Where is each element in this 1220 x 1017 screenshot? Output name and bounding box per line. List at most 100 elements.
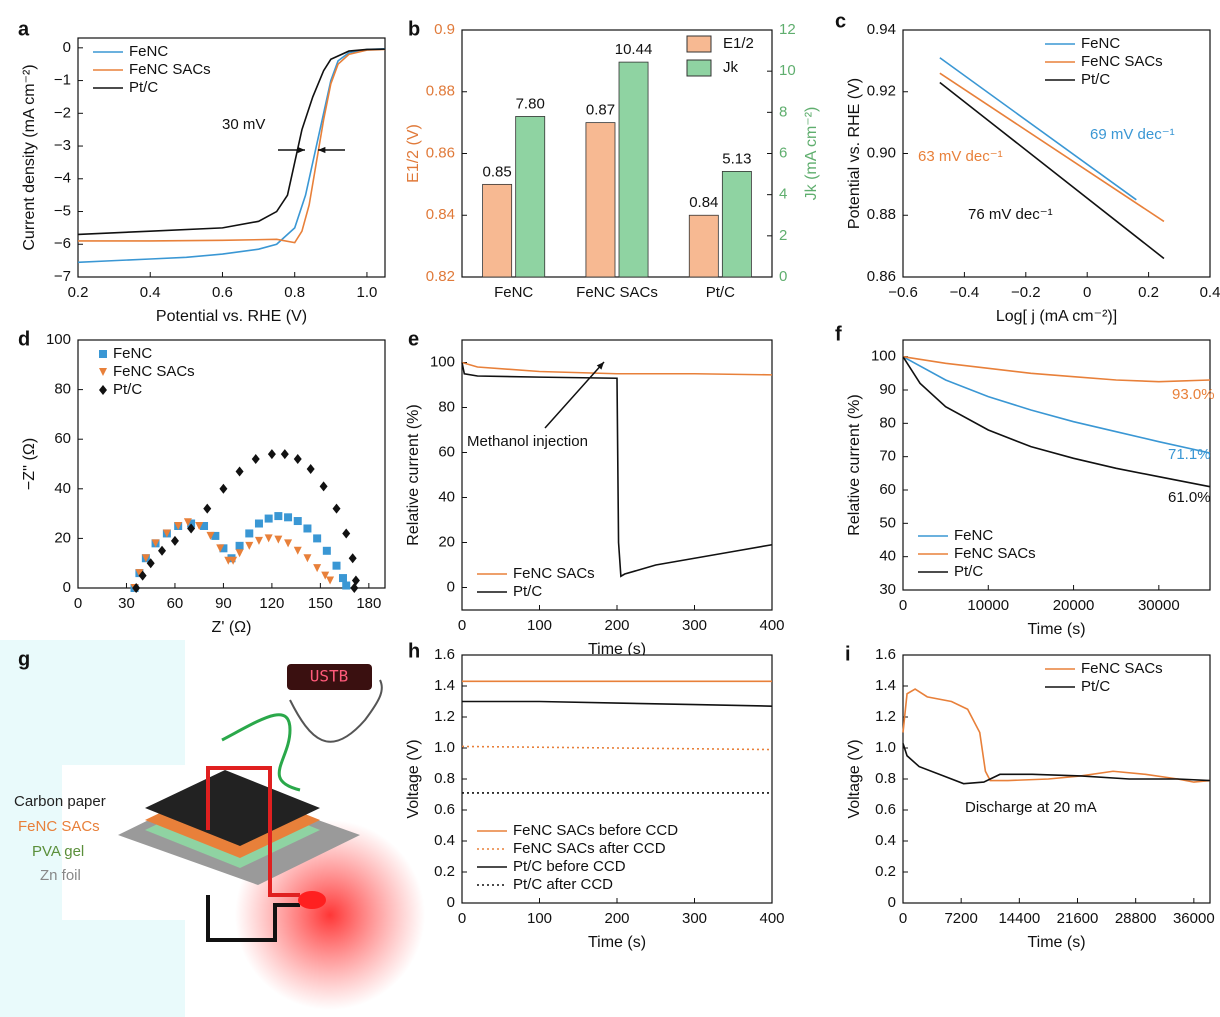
- point: [303, 524, 311, 532]
- x-axis-label: Time (s): [1027, 621, 1085, 638]
- panel-label: d: [18, 328, 30, 350]
- value-label: 7.80: [516, 95, 545, 112]
- y-tick-label: 1.4: [875, 677, 896, 694]
- y-tick-label: 1.6: [875, 646, 896, 663]
- y2-tick-label: 2: [779, 227, 787, 244]
- y-tick-label: −2: [54, 104, 71, 121]
- value-label: 0.87: [586, 102, 615, 119]
- x-tick-label: 0.2: [68, 284, 89, 301]
- point: [274, 512, 282, 520]
- layer-label: PVA gel: [32, 843, 84, 860]
- panel-label: b: [408, 18, 420, 40]
- y-tick-label: 1.6: [434, 646, 455, 663]
- y2-axis-label: Jk (mA cm⁻²): [803, 107, 820, 201]
- y-tick-label: 0.2: [875, 863, 896, 880]
- x-tick-label: 60: [167, 595, 184, 612]
- legend-label: FeNC SACs: [513, 565, 595, 582]
- y-axis-label: Current density (mA cm⁻²): [21, 64, 38, 250]
- y2-tick-label: 6: [779, 144, 787, 161]
- x-tick-label: 0.6: [212, 284, 233, 301]
- legend-label: FeNC: [1081, 35, 1120, 52]
- legend-label: FeNC: [129, 43, 168, 60]
- y2-tick-label: 0: [779, 268, 787, 285]
- point: [333, 562, 341, 570]
- y-tick-label: 0.4: [434, 832, 455, 849]
- x-tick-label: 36000: [1173, 910, 1215, 927]
- y-tick-label: 0.94: [867, 21, 896, 38]
- legend-label: FeNC SACs: [129, 61, 211, 78]
- point: [313, 534, 321, 542]
- x-tick-label: 14400: [998, 910, 1040, 927]
- y-tick-label: 60: [54, 430, 71, 447]
- y-tick-label: 0: [888, 894, 896, 911]
- x-tick-label: 400: [759, 617, 784, 634]
- y-axis-label: Potential vs. RHE (V): [846, 78, 863, 229]
- y-tick-label: 1.2: [434, 708, 455, 725]
- x-axis-label: Log[ j (mA cm⁻²)]: [996, 308, 1117, 325]
- y-tick-label: −4: [54, 170, 71, 187]
- sign-text: USTB: [310, 667, 349, 686]
- annotation: Discharge at 20 mA: [965, 799, 1097, 816]
- legend-label: Pt/C: [113, 381, 142, 398]
- y-tick-label: 0.92: [867, 83, 896, 100]
- value-label: 0.85: [483, 163, 512, 180]
- x-tick-label: 21600: [1057, 910, 1099, 927]
- legend-label: Pt/C: [129, 79, 158, 96]
- x-tick-label: 0: [899, 597, 907, 614]
- legend-swatch: [687, 60, 711, 76]
- annotation: 76 mV dec⁻¹: [968, 206, 1053, 223]
- y-tick-label: 1.2: [875, 708, 896, 725]
- x-axis-label: Potential vs. RHE (V): [156, 308, 307, 325]
- x-tick-label: −0.4: [950, 284, 980, 301]
- y-tick-label: 70: [879, 448, 896, 465]
- legend-label: FeNC SACs: [1081, 53, 1163, 70]
- point: [255, 520, 263, 528]
- bar: [689, 215, 718, 277]
- y-tick-label: 0.82: [426, 268, 455, 285]
- figure: USTB Carbon paper FeNC SACs PVA gel Zn f…: [0, 0, 1220, 1017]
- x-tick-label: 30: [118, 595, 135, 612]
- y-tick-label: 0.86: [867, 268, 896, 285]
- x-tick-label: FeNC: [494, 284, 533, 301]
- x-tick-label: 90: [215, 595, 232, 612]
- y-tick-label: 1.0: [434, 739, 455, 756]
- point: [294, 517, 302, 525]
- legend-label: FeNC SACs before CCD: [513, 822, 678, 839]
- y-tick-label: 1.4: [434, 677, 455, 694]
- x-tick-label: 28800: [1115, 910, 1157, 927]
- x-tick-label: 20000: [1053, 597, 1095, 614]
- y-tick-label: 0.8: [875, 770, 896, 787]
- annotation: 93.0%: [1172, 386, 1215, 403]
- y-tick-label: −5: [54, 202, 71, 219]
- y-axis-label: Voltage (V): [846, 739, 863, 818]
- y-tick-label: 60: [438, 443, 455, 460]
- y-tick-label: 100: [430, 353, 455, 370]
- x-tick-label: 300: [682, 617, 707, 634]
- point: [245, 529, 253, 537]
- value-label: 5.13: [722, 150, 751, 167]
- x-tick-label: 0.2: [1138, 284, 1159, 301]
- panel-label: h: [408, 640, 420, 662]
- y2-tick-label: 12: [779, 21, 796, 38]
- value-label: 10.44: [615, 41, 653, 58]
- legend-label: Pt/C after CCD: [513, 876, 613, 893]
- y-tick-label: 0: [63, 39, 71, 56]
- legend-label: FeNC SACs: [113, 363, 195, 380]
- annotation: 63 mV dec⁻¹: [918, 148, 1003, 165]
- y-tick-label: 100: [46, 331, 71, 348]
- x-tick-label: 100: [527, 910, 552, 927]
- y-tick-label: 40: [879, 548, 896, 565]
- legend-label: FeNC: [954, 527, 993, 544]
- y-tick-label: 40: [54, 480, 71, 497]
- y-tick-label: −1: [54, 72, 71, 89]
- layer-label: FeNC SACs: [18, 818, 100, 835]
- y-axis-label: Relative current (%): [846, 394, 863, 535]
- y-tick-label: 20: [438, 533, 455, 550]
- y-axis-label: E1/2 (V): [405, 124, 422, 183]
- y-tick-label: 0.90: [867, 144, 896, 161]
- panel-label: e: [408, 328, 419, 350]
- panel-label: c: [835, 10, 846, 32]
- legend-label: FeNC: [113, 345, 152, 362]
- y-tick-label: 0: [447, 578, 455, 595]
- x-axis-label: Time (s): [1027, 934, 1085, 951]
